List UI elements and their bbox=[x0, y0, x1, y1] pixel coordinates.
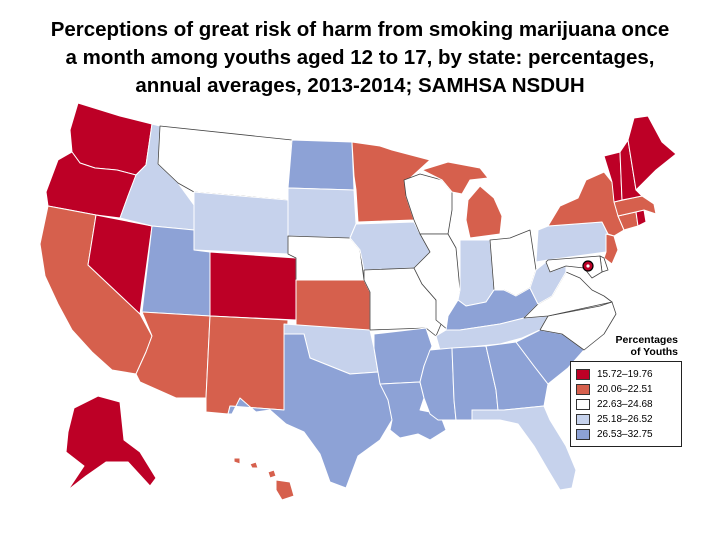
state-SD[interactable] bbox=[287, 187, 357, 239]
dc-center-dot bbox=[586, 264, 590, 268]
legend-swatch bbox=[576, 369, 590, 380]
state-MI-shape[interactable] bbox=[421, 161, 503, 239]
legend-item: 26.53–32.75 bbox=[576, 427, 677, 442]
state-NE[interactable] bbox=[287, 235, 365, 281]
title-line-2: a month among youths aged 12 to 17, by s… bbox=[65, 46, 655, 69]
legend-swatch bbox=[576, 384, 590, 395]
state-AK[interactable] bbox=[65, 395, 157, 491]
state-NJ[interactable] bbox=[603, 233, 619, 265]
legend-swatch bbox=[576, 429, 590, 440]
legend-item: 25.18–26.52 bbox=[576, 412, 677, 427]
state-NH[interactable] bbox=[619, 139, 643, 201]
state-CO[interactable] bbox=[209, 251, 297, 321]
state-VT[interactable] bbox=[603, 151, 623, 203]
state-WY[interactable] bbox=[193, 191, 289, 255]
state-AZ[interactable] bbox=[135, 311, 211, 399]
legend-label: 15.72–19.76 bbox=[597, 369, 653, 380]
state-WI[interactable] bbox=[403, 173, 453, 235]
legend-item: 20.06–22.51 bbox=[576, 382, 677, 397]
state-OH[interactable] bbox=[489, 229, 537, 297]
state-KS[interactable] bbox=[295, 279, 371, 331]
map-legend: Percentages of Youths 15.72–19.76 20.06–… bbox=[570, 334, 682, 447]
state-ND[interactable] bbox=[287, 139, 355, 191]
legend-label: 20.06–22.51 bbox=[597, 384, 653, 395]
legend-title: Percentages of Youths bbox=[570, 334, 682, 358]
state-IL[interactable] bbox=[413, 233, 461, 331]
title-line-3: annual averages, 2013-2014; SAMHSA NSDUH bbox=[135, 74, 585, 97]
state-IN[interactable] bbox=[457, 239, 495, 307]
legend-box: 15.72–19.76 20.06–22.51 22.63–24.68 25.1… bbox=[570, 361, 682, 447]
legend-label: 22.63–24.68 bbox=[597, 399, 653, 410]
legend-swatch bbox=[576, 399, 590, 410]
state-NM[interactable] bbox=[205, 315, 289, 415]
state-NV[interactable] bbox=[87, 214, 153, 315]
state-ME[interactable] bbox=[627, 115, 677, 191]
legend-title-line-2: of Youths bbox=[630, 346, 678, 358]
state-HI[interactable] bbox=[233, 457, 295, 501]
legend-swatch bbox=[576, 414, 590, 425]
legend-item: 22.63–24.68 bbox=[576, 397, 677, 412]
legend-label: 25.18–26.52 bbox=[597, 414, 653, 425]
legend-title-line-1: Percentages bbox=[615, 334, 678, 346]
legend-label: 26.53–32.75 bbox=[597, 429, 653, 440]
state-FL[interactable] bbox=[471, 405, 577, 491]
title-line-1: Perceptions of great risk of harm from s… bbox=[50, 18, 670, 41]
legend-item: 15.72–19.76 bbox=[576, 367, 677, 382]
map-title: Perceptions of great risk of harm from s… bbox=[20, 16, 700, 100]
state-RI[interactable] bbox=[635, 209, 647, 227]
state-TX[interactable] bbox=[227, 333, 393, 489]
